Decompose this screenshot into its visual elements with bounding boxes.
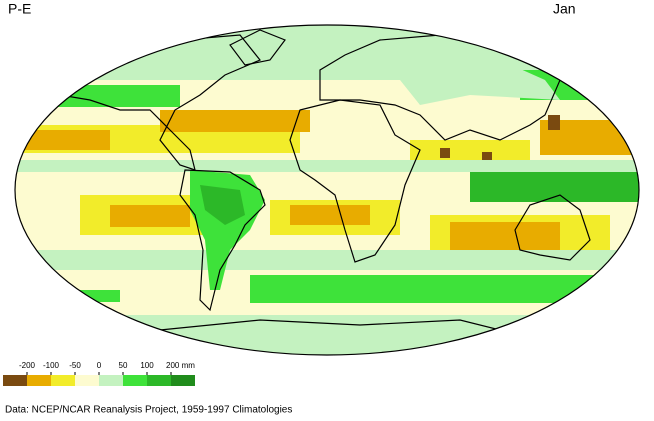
legend-label: 200 mm [166, 361, 195, 370]
map-title: P-E [8, 1, 31, 17]
map [15, 25, 639, 355]
legend-swatch [99, 375, 123, 386]
legend-label: 0 [97, 361, 102, 370]
legend-label: -200 [19, 361, 36, 370]
legend-swatch [3, 375, 27, 386]
legend-swatch [147, 375, 171, 386]
globe-outline [14, 24, 640, 356]
legend-swatch [75, 375, 99, 386]
legend-label: 100 [140, 361, 154, 370]
legend-swatch [123, 375, 147, 386]
legend-swatch [171, 375, 195, 386]
legend-swatch [27, 375, 51, 386]
legend-label: -50 [69, 361, 81, 370]
legend: -200 -100 -50 0 50 100 200 mm [3, 361, 195, 386]
month-label: Jan [553, 1, 576, 17]
footer: Data: NCEP/NCAR Reanalysis Project, 1959… [5, 405, 292, 416]
legend-swatch [51, 375, 75, 386]
legend-label: 50 [119, 361, 128, 370]
legend-label: -100 [43, 361, 60, 370]
